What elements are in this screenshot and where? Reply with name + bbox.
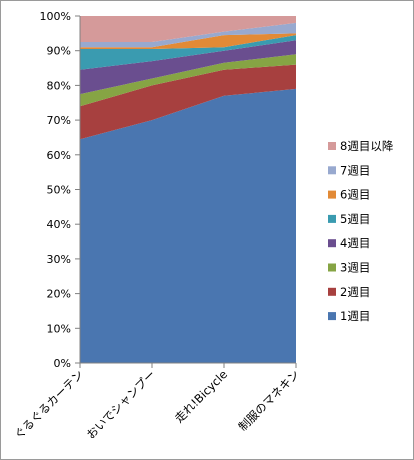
y-tick-label: 30% bbox=[47, 253, 71, 266]
legend-swatch bbox=[328, 263, 336, 272]
x-category-label: 制服のマネキン bbox=[236, 367, 303, 434]
legend-label: 7週目 bbox=[340, 163, 370, 177]
legend-label: 6週目 bbox=[340, 188, 370, 202]
legend-label: 1週目 bbox=[340, 309, 370, 323]
y-tick-label: 90% bbox=[47, 45, 71, 58]
legend-swatch bbox=[328, 190, 336, 199]
legend-label: 5週目 bbox=[340, 212, 370, 226]
legend-swatch bbox=[328, 239, 336, 248]
y-tick-label: 60% bbox=[47, 149, 71, 162]
area-series-3 bbox=[80, 54, 296, 107]
area-series-4 bbox=[80, 40, 296, 95]
area-series-8 bbox=[80, 16, 296, 42]
legend-swatch bbox=[328, 166, 336, 175]
area-series-group bbox=[80, 16, 296, 364]
area-series-6 bbox=[80, 33, 296, 49]
legend-swatch bbox=[328, 312, 336, 321]
y-tick-label: 100% bbox=[40, 10, 71, 23]
legend-swatch bbox=[328, 214, 336, 223]
x-category-label: おいでシャンプー bbox=[84, 367, 158, 441]
y-tick-label: 10% bbox=[47, 322, 71, 335]
y-tick-label: 80% bbox=[47, 79, 71, 92]
legend-label: 2週目 bbox=[340, 285, 370, 299]
y-tick-group: 0% 10% 20% 30% 40% 50% 60% 70% 80% 90% 100% bbox=[40, 10, 80, 370]
y-tick-label: 0% bbox=[54, 357, 71, 370]
legend-label: 8週目以降 bbox=[340, 139, 394, 153]
legend-swatch bbox=[328, 287, 336, 296]
area-series-5 bbox=[80, 35, 296, 70]
x-category-label: 走れ!Bicycle bbox=[172, 367, 230, 425]
legend-swatch bbox=[328, 142, 336, 150]
x-category-label: ぐるぐるカーテン bbox=[11, 367, 86, 442]
area-series-1 bbox=[80, 88, 296, 364]
y-tick-label: 40% bbox=[47, 218, 71, 231]
y-tick-label: 70% bbox=[47, 114, 71, 127]
y-tick-label: 50% bbox=[47, 184, 71, 197]
legend-label: 3週目 bbox=[340, 261, 370, 275]
legend-label: 4週目 bbox=[340, 236, 370, 250]
area-series-2 bbox=[80, 64, 296, 140]
legend: 8週目以降 7週目 6週目 5週目 4週目 3週目 2週目 1週目 bbox=[328, 139, 394, 323]
area-series-7 bbox=[80, 22, 296, 48]
y-tick-label: 20% bbox=[47, 288, 71, 301]
